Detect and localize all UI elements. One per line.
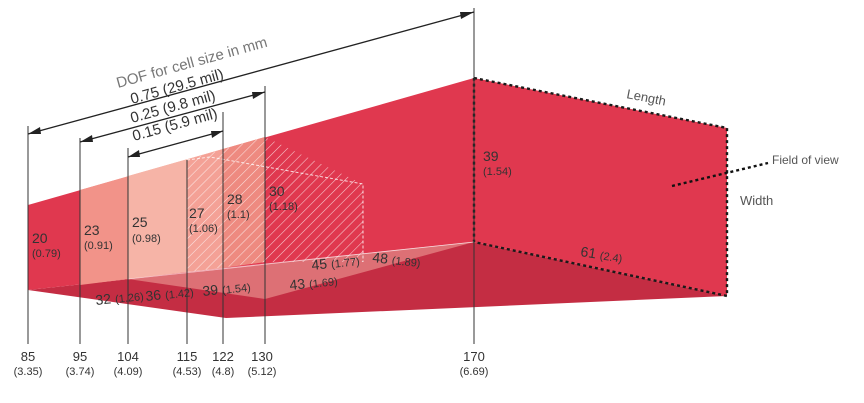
arrowhead xyxy=(80,135,93,142)
face-label-mm: 28 xyxy=(227,191,243,207)
width-label: Width xyxy=(740,193,773,208)
arrowhead xyxy=(211,131,223,138)
floor-label: 61(2.4) xyxy=(580,243,624,265)
arrowhead xyxy=(28,127,41,134)
length-label: Length xyxy=(625,86,667,108)
view-volume xyxy=(28,76,729,318)
face-label-mm: 30 xyxy=(269,183,285,199)
distance-tick-mm: 85 xyxy=(21,349,35,364)
face-label-in: (0.98) xyxy=(132,233,161,245)
distance-tick-mm: 122 xyxy=(212,349,234,364)
dof-arrow-0.25 xyxy=(79,91,266,143)
arrowhead xyxy=(128,150,140,157)
face-label-in: (1.1) xyxy=(227,209,250,221)
arrowhead xyxy=(252,92,265,99)
face-labels: 20 (0.79) 23 (0.91) 25 (0.98) 27 (1.06) … xyxy=(32,148,512,260)
distance-tick-mm: 170 xyxy=(463,349,485,364)
floor-band xyxy=(128,242,474,299)
face-label-mm: 25 xyxy=(132,214,148,230)
volume-floor xyxy=(28,242,727,318)
face-label-mm: 23 xyxy=(84,222,100,238)
face-label-mm: 27 xyxy=(189,205,205,221)
distance-tick-in: (3.74) xyxy=(66,366,95,378)
distance-tick-mm: 115 xyxy=(177,349,198,364)
arrowhead xyxy=(460,12,474,19)
distance-tick-lines xyxy=(27,8,475,344)
dof-arrow-0.15 xyxy=(127,130,224,158)
floor-labels: 32 (1.26) 36 (1.42) 39 (1.54) 43 (1.69) 45 (1… xyxy=(95,243,624,308)
distance-tick-mm: 95 xyxy=(73,349,87,364)
distance-axis: 85 (3.35) 95 (3.74) 104 (4.09) 115 (4.53… xyxy=(14,349,489,378)
distance-tick-in: (6.69) xyxy=(460,366,489,378)
floor-label: 48 (1.89) xyxy=(372,249,422,270)
distance-tick-in: (4.09) xyxy=(114,366,143,378)
floor-label: 36 (1.42) xyxy=(145,283,195,304)
face-label-mm: 39 xyxy=(483,148,499,164)
floor-label: 43 (1.69) xyxy=(289,272,339,293)
distance-tick-in: (5.12) xyxy=(248,366,277,378)
floor-divider xyxy=(186,241,475,273)
face-label-in: (1.06) xyxy=(189,223,218,235)
hatched-outline xyxy=(186,156,364,262)
distance-tick-in: (4.8) xyxy=(212,366,235,378)
distance-tick-in: (4.53) xyxy=(173,366,202,378)
floor-label: 39 (1.54) xyxy=(202,278,252,299)
hatched-region xyxy=(187,137,363,272)
dof-arrows xyxy=(27,11,475,158)
face-label-in: (0.91) xyxy=(84,240,113,252)
distance-tick-in: (3.35) xyxy=(14,366,43,378)
face-label-mm: 20 xyxy=(32,230,48,246)
field-of-view-label: Field of view xyxy=(772,153,839,167)
floor-label: 45 (1.77) xyxy=(311,252,361,273)
distance-tick-mm: 104 xyxy=(117,349,139,364)
distance-tick-mm: 130 xyxy=(251,349,273,364)
face-label-in: (0.79) xyxy=(32,248,61,260)
field-of-view-pointer xyxy=(671,161,769,188)
floor-label: 32 (1.26) xyxy=(95,287,145,308)
field-of-view-face xyxy=(474,78,727,296)
face-label-in: (1.18) xyxy=(269,201,298,213)
dof-arrow-0.75 xyxy=(27,11,475,135)
face-label-in: (1.54) xyxy=(483,166,512,178)
